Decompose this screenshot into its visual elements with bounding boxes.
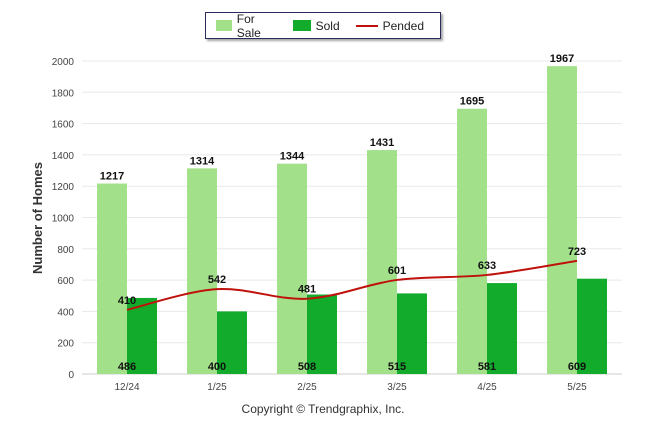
data-label-sold: 486 (118, 361, 136, 373)
y-tick-label: 1000 (52, 214, 75, 225)
bars (97, 66, 607, 375)
copyright-text: Copyright © Trendgraphix, Inc. (241, 402, 405, 416)
legend-label-for-sale: For Sale (236, 11, 261, 40)
x-tick-label: 1/25 (207, 382, 227, 393)
bar-sold (487, 283, 517, 374)
legend: For Sale Sold Pended (205, 12, 441, 40)
x-tick-label: 12/24 (114, 382, 139, 393)
sold-swatch (292, 20, 311, 31)
bar-for-sale (367, 150, 397, 374)
bar-sold (577, 278, 607, 374)
x-tick-label: 4/25 (477, 382, 497, 393)
data-label-pended: 633 (478, 260, 496, 272)
data-label-for-sale: 1344 (280, 151, 305, 163)
y-tick-label: 800 (57, 245, 74, 256)
data-label-pended: 601 (388, 265, 406, 277)
y-tick-label: 0 (68, 370, 74, 381)
y-tick-label: 1400 (52, 151, 75, 162)
y-axis-title: Number of Homes (30, 162, 45, 274)
bar-for-sale (547, 66, 577, 375)
y-tick-label: 2000 (52, 57, 75, 68)
legend-item-sold[interactable]: Sold (292, 18, 340, 33)
data-label-sold: 581 (478, 361, 496, 373)
data-label-sold: 400 (208, 361, 226, 373)
x-axis-ticks: 12/24 1/25 2/25 3/25 4/25 5/25 (114, 382, 587, 393)
y-tick-label: 1200 (52, 182, 75, 193)
bar-sold (307, 294, 337, 374)
y-tick-label: 600 (57, 276, 74, 287)
x-tick-label: 5/25 (567, 382, 587, 393)
pended-line (126, 259, 578, 311)
bar-sold (217, 311, 247, 374)
y-tick-label: 1600 (52, 120, 75, 131)
data-label-for-sale: 1431 (370, 137, 394, 149)
bar-for-sale (97, 183, 127, 374)
y-tick-label: 400 (57, 307, 74, 318)
data-label-pended: 410 (118, 295, 136, 307)
bar-sold (127, 297, 157, 374)
y-tick-label: 1800 (52, 88, 75, 99)
x-tick-label: 2/25 (297, 382, 317, 393)
data-label-for-sale: 1695 (460, 96, 484, 108)
data-label-sold: 609 (568, 361, 586, 373)
data-label-for-sale: 1967 (550, 53, 574, 65)
legend-item-pended[interactable]: Pended (355, 18, 424, 33)
data-label-sold: 515 (388, 361, 406, 373)
data-labels: 1217 1314 1344 1431 1695 1967 486 400 508 515 581 6… (100, 53, 586, 373)
bar-for-sale (457, 108, 487, 375)
data-label-for-sale: 1217 (100, 171, 124, 183)
data-label-pended: 542 (208, 274, 226, 286)
pended-swatch (355, 24, 378, 27)
data-label-pended: 723 (568, 246, 586, 258)
x-tick-label: 3/25 (387, 382, 407, 393)
pended-series-line (126, 259, 578, 311)
data-label-sold: 508 (298, 361, 316, 373)
legend-label-pended: Pended (382, 18, 424, 33)
bar-sold (397, 293, 427, 374)
data-label-for-sale: 1314 (190, 155, 215, 167)
data-label-pended: 481 (298, 284, 316, 296)
y-axis-ticks: 0 200 400 600 800 1000 1200 1400 1600 1800 2000 (52, 57, 75, 381)
for-sale-swatch (216, 20, 232, 31)
legend-label-sold: Sold (315, 18, 340, 33)
grid-lines (82, 60, 622, 375)
legend-item-for-sale[interactable]: For Sale (216, 12, 277, 40)
bar-for-sale (277, 163, 307, 374)
y-tick-label: 200 (57, 339, 74, 350)
bar-for-sale (187, 168, 217, 374)
